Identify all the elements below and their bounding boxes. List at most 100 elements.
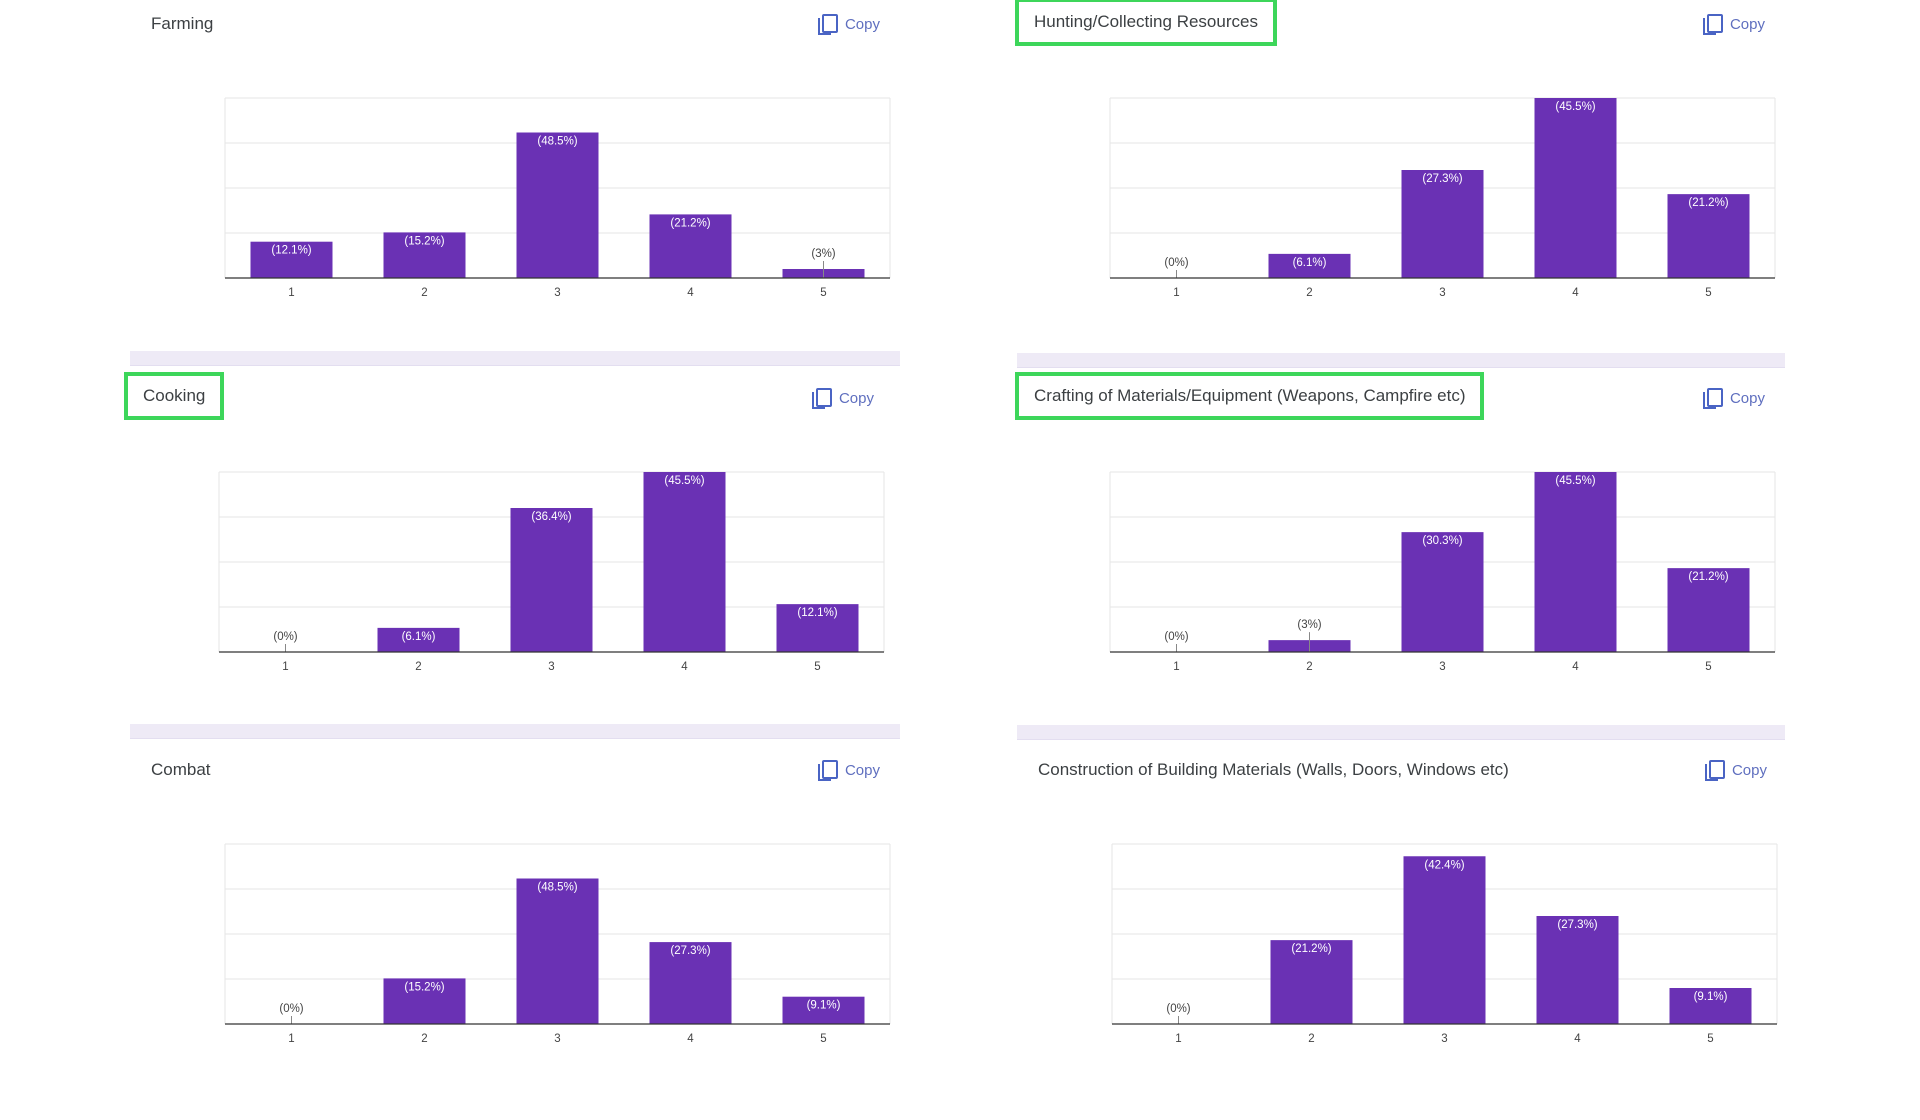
bar[interactable] — [649, 942, 732, 1024]
x-tick-label: 1 — [288, 287, 294, 299]
bar[interactable] — [1667, 194, 1750, 278]
bar-chart: (0%) 1 (15.2%) 2 (48.5%) 3 (27.3%) 4 (9.1%) 5 — [224, 843, 891, 1045]
copy-icon — [817, 760, 838, 781]
chart-title: Hunting/Collecting Resources — [1015, 0, 1277, 46]
bar[interactable] — [1268, 253, 1351, 278]
x-tick-label: 5 — [814, 661, 820, 673]
x-tick-label: 3 — [554, 287, 560, 299]
x-tick-label: 5 — [820, 287, 826, 299]
copy-label: Copy — [844, 15, 880, 33]
x-tick-label: 2 — [1308, 1033, 1314, 1045]
bar[interactable] — [1667, 568, 1750, 652]
bar[interactable] — [649, 214, 732, 278]
data-label: (48.5%) — [537, 136, 577, 148]
chart-panel-farming: Farming Copy (12.1%) 1 (15.2%) 2 (48.5%) 3 (21… — [130, 4, 900, 374]
x-tick-label: 3 — [554, 1033, 560, 1045]
x-tick-label: 1 — [282, 661, 288, 673]
x-tick-label: 2 — [415, 661, 421, 673]
x-tick-label: 1 — [288, 1033, 294, 1045]
copy-button[interactable]: Copy — [1702, 14, 1765, 35]
data-label: (21.2%) — [1291, 943, 1331, 955]
copy-icon — [1702, 14, 1723, 35]
data-label: (12.1%) — [797, 607, 837, 619]
bar[interactable] — [1403, 856, 1486, 1024]
x-tick-label: 1 — [1173, 661, 1179, 673]
x-tick-label: 4 — [681, 661, 688, 673]
data-label: (0%) — [279, 1003, 303, 1015]
bar[interactable] — [383, 978, 466, 1024]
x-tick-label: 2 — [1306, 661, 1312, 673]
copy-label: Copy — [1729, 389, 1765, 407]
x-tick-label: 2 — [421, 1033, 427, 1045]
data-label: (42.4%) — [1424, 859, 1464, 871]
bar[interactable] — [1669, 988, 1752, 1024]
chart-panel-hunting: Hunting/Collecting Resources Copy (0%) 1 (… — [1015, 0, 1785, 374]
bar[interactable] — [383, 232, 466, 278]
bar-chart: (12.1%) 1 (15.2%) 2 (48.5%) 3 (21.2%) 4 (3%) 5 — [224, 97, 891, 299]
copy-button[interactable]: Copy — [817, 760, 880, 781]
data-label: (36.4%) — [531, 511, 571, 523]
bar[interactable] — [1536, 916, 1619, 1024]
bar[interactable] — [1401, 170, 1484, 278]
copy-button[interactable]: Copy — [817, 14, 880, 35]
chart-panel-crafting: Crafting of Materials/Equipment (Weapons… — [1015, 372, 1785, 748]
data-label: (30.3%) — [1422, 535, 1462, 547]
bar-chart: (0%) 1 (6.1%) 2 (27.3%) 3 (45.5%) 4 (21.2%) 5 — [1109, 97, 1776, 299]
bar[interactable] — [516, 878, 599, 1025]
data-label: (0%) — [1166, 1003, 1190, 1015]
bar-chart: (0%) 1 (6.1%) 2 (36.4%) 3 (45.5%) 4 (12.1%) 5 — [218, 471, 885, 673]
chart-title: Crafting of Materials/Equipment (Weapons… — [1015, 372, 1485, 420]
copy-icon — [811, 388, 832, 409]
copy-icon — [1702, 388, 1723, 409]
x-tick-label: 1 — [1175, 1033, 1181, 1045]
x-tick-label: 2 — [421, 287, 427, 299]
bar-chart: (0%) 1 (21.2%) 2 (42.4%) 3 (27.3%) 4 (9.1%) 5 — [1111, 843, 1778, 1045]
data-label: (48.5%) — [537, 882, 577, 894]
copy-label: Copy — [1731, 761, 1767, 779]
x-tick-label: 4 — [1572, 661, 1579, 673]
copy-icon — [817, 14, 838, 35]
x-tick-label: 2 — [1306, 287, 1312, 299]
bar[interactable] — [1534, 472, 1617, 652]
chart-panel-combat: Combat Copy (0%) 1 (15.2%) 2 (48.5%) 3 (27.3%)… — [130, 750, 900, 1120]
data-label: (21.2%) — [1688, 571, 1728, 583]
section-divider — [130, 724, 900, 739]
data-label: (27.3%) — [670, 945, 710, 957]
data-label: (45.5%) — [1555, 101, 1595, 113]
copy-button[interactable]: Copy — [811, 388, 874, 409]
data-label: (3%) — [811, 248, 835, 260]
bar[interactable] — [1270, 940, 1353, 1024]
section-divider — [1017, 353, 1785, 368]
data-label: (0%) — [1164, 257, 1188, 269]
data-label: (15.2%) — [404, 981, 444, 993]
bar[interactable] — [776, 604, 859, 652]
copy-button[interactable]: Copy — [1702, 388, 1765, 409]
bar[interactable] — [782, 996, 865, 1024]
bar[interactable] — [1534, 98, 1617, 278]
bar[interactable] — [510, 508, 593, 652]
bar[interactable] — [516, 132, 599, 279]
x-tick-label: 1 — [1173, 287, 1179, 299]
x-tick-label: 4 — [1574, 1033, 1581, 1045]
x-tick-label: 5 — [1705, 287, 1711, 299]
data-label: (6.1%) — [402, 631, 436, 643]
data-label: (12.1%) — [271, 245, 311, 257]
bar[interactable] — [1401, 532, 1484, 652]
x-tick-label: 3 — [1439, 661, 1445, 673]
chart-title: Construction of Building Materials (Wall… — [1038, 760, 1509, 779]
data-label: (0%) — [1164, 631, 1188, 643]
chart-title: Combat — [151, 760, 211, 779]
x-tick-label: 5 — [820, 1033, 826, 1045]
copy-button[interactable]: Copy — [1704, 760, 1767, 781]
data-label: (45.5%) — [664, 475, 704, 487]
bar[interactable] — [643, 472, 726, 652]
x-tick-label: 3 — [1439, 287, 1445, 299]
chart-panel-construction: Construction of Building Materials (Wall… — [1017, 750, 1787, 1120]
bar-chart: (0%) 1 (3%) 2 (30.3%) 3 (45.5%) 4 (21.2%) 5 — [1109, 471, 1776, 673]
x-tick-label: 3 — [548, 661, 554, 673]
bar[interactable] — [250, 241, 333, 278]
data-label: (21.2%) — [670, 217, 710, 229]
data-label: (27.3%) — [1557, 919, 1597, 931]
x-tick-label: 4 — [687, 287, 694, 299]
bar[interactable] — [377, 627, 460, 652]
